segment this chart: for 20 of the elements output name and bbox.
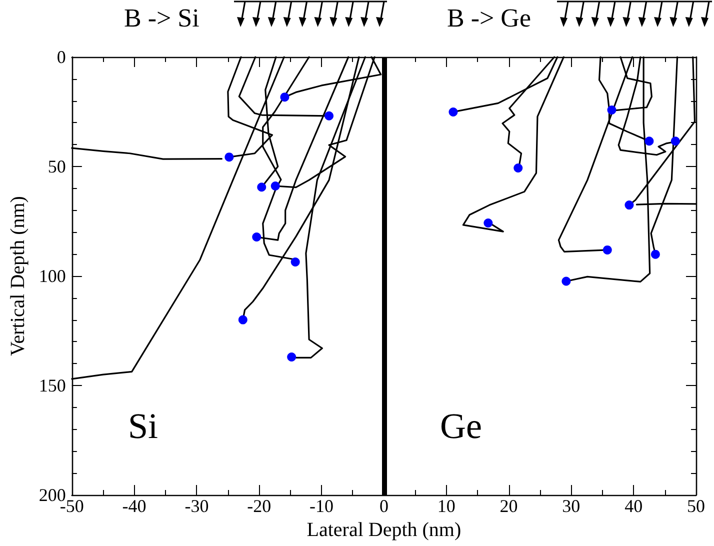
x-tick-label: -20 <box>247 496 272 516</box>
y-tick-label: 100 <box>38 266 66 286</box>
x-tick-label: 30 <box>562 496 580 516</box>
text: B -> Si <box>124 4 200 32</box>
y-tick-label: 50 <box>48 156 66 176</box>
x-tick-label: 20 <box>500 496 518 516</box>
y-tick-label: 0 <box>56 47 66 67</box>
text: B -> Ge <box>447 4 531 32</box>
annotation: Ge <box>440 406 482 446</box>
annotation: Si <box>128 406 158 446</box>
x-axis-title: Lateral Depth (nm) <box>306 518 462 541</box>
x-tick-label: -40 <box>122 496 146 516</box>
y-tick-label: 150 <box>38 376 66 396</box>
x-tick-label: -30 <box>184 496 209 516</box>
x-tick-label: -10 <box>310 496 334 516</box>
x-tick-label: 0 <box>379 496 388 516</box>
y-axis-title: Vertical Depth (nm) <box>7 196 29 356</box>
x-tick-label: 10 <box>437 496 456 516</box>
x-tick-label: 50 <box>687 496 705 516</box>
x-tick-label: 40 <box>624 496 643 516</box>
